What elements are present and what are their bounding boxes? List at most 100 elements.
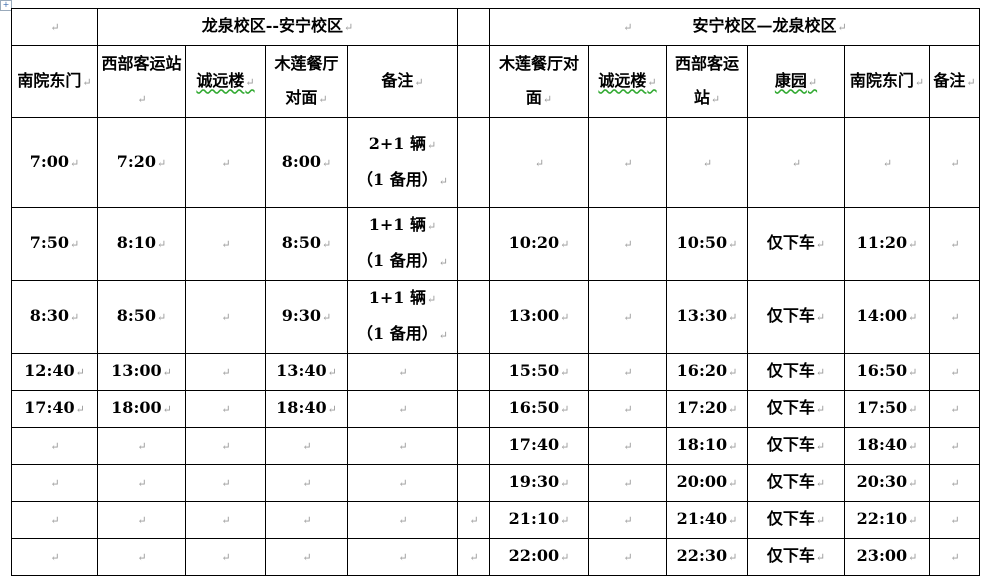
cell-left-0[interactable]: [11, 501, 98, 539]
header-right-3[interactable]: 康园: [747, 45, 845, 118]
cell-left-3[interactable]: [265, 427, 348, 465]
cell-left-4[interactable]: 1+1 辆（1 备用）: [347, 207, 458, 281]
cell-right-3[interactable]: 仅下车: [747, 538, 845, 576]
gap-cell[interactable]: [457, 45, 490, 118]
cell-right-3[interactable]: 仅下车: [747, 353, 845, 391]
cell-left-3[interactable]: [265, 538, 348, 576]
cell-right-4[interactable]: 22:10: [844, 501, 930, 539]
header-left-2[interactable]: 诚远楼: [185, 45, 266, 118]
cell-left-4[interactable]: [347, 501, 458, 539]
cell-left-4[interactable]: [347, 390, 458, 428]
cell-left-0[interactable]: [11, 464, 98, 502]
cell-left-1[interactable]: 8:10: [97, 207, 186, 281]
header-right-4[interactable]: 南院东门: [844, 45, 930, 118]
cell-left-4[interactable]: [347, 464, 458, 502]
cell-right-5[interactable]: [929, 501, 980, 539]
cell-left-0[interactable]: [11, 427, 98, 465]
cell-right-3[interactable]: 仅下车: [747, 427, 845, 465]
cell-right-4[interactable]: 18:40: [844, 427, 930, 465]
title-left[interactable]: 龙泉校区--安宁校区: [97, 8, 458, 46]
cell-right-5[interactable]: [929, 207, 980, 281]
cell-right-2[interactable]: [666, 117, 748, 208]
cell-left-2[interactable]: [185, 280, 266, 354]
cell-right-0[interactable]: 22:00: [489, 538, 589, 576]
gap-cell[interactable]: [457, 8, 490, 46]
cell-right-2[interactable]: 20:00: [666, 464, 748, 502]
cell-right-1[interactable]: [588, 501, 667, 539]
cell-right-2[interactable]: 10:50: [666, 207, 748, 281]
cell-right-0[interactable]: 10:20: [489, 207, 589, 281]
cell-right-3[interactable]: 仅下车: [747, 501, 845, 539]
cell-right-4[interactable]: 16:50: [844, 353, 930, 391]
gap-cell[interactable]: [457, 538, 490, 576]
cell-left-0[interactable]: 7:00: [11, 117, 98, 208]
cell-right-5[interactable]: [929, 427, 980, 465]
cell-left-0[interactable]: 7:50: [11, 207, 98, 281]
cell-left-1[interactable]: 18:00: [97, 390, 186, 428]
cell-right-2[interactable]: 18:10: [666, 427, 748, 465]
cell-right-3[interactable]: 仅下车: [747, 390, 845, 428]
cell-left-3[interactable]: 8:00: [265, 117, 348, 208]
cell-right-0[interactable]: 16:50: [489, 390, 589, 428]
cell-left-3[interactable]: 13:40: [265, 353, 348, 391]
cell-left-2[interactable]: [185, 464, 266, 502]
cell-left-3[interactable]: 9:30: [265, 280, 348, 354]
cell-left-4[interactable]: [347, 353, 458, 391]
cell-left-0[interactable]: [11, 538, 98, 576]
cell-right-4[interactable]: 17:50: [844, 390, 930, 428]
cell-left-4[interactable]: [347, 538, 458, 576]
cell-left-4[interactable]: [347, 427, 458, 465]
cell-right-0[interactable]: 19:30: [489, 464, 589, 502]
cell-left-4[interactable]: 2+1 辆（1 备用）: [347, 117, 458, 208]
cell-left-1[interactable]: [97, 501, 186, 539]
gap-cell[interactable]: [457, 464, 490, 502]
cell-right-5[interactable]: [929, 117, 980, 208]
cell-right-0[interactable]: 15:50: [489, 353, 589, 391]
cell-right-1[interactable]: [588, 464, 667, 502]
cell-left-1[interactable]: [97, 538, 186, 576]
cell-right-5[interactable]: [929, 390, 980, 428]
cell-left-3[interactable]: 18:40: [265, 390, 348, 428]
cell-right-4[interactable]: 23:00: [844, 538, 930, 576]
cell-right-4[interactable]: [844, 117, 930, 208]
cell-right-3[interactable]: 仅下车: [747, 464, 845, 502]
cell-right-1[interactable]: [588, 117, 667, 208]
cell-left-1[interactable]: [97, 427, 186, 465]
gap-cell[interactable]: [457, 353, 490, 391]
cell-right-0[interactable]: 21:10: [489, 501, 589, 539]
cell-right-4[interactable]: 14:00: [844, 280, 930, 354]
cell-right-0[interactable]: 13:00: [489, 280, 589, 354]
cell-right-2[interactable]: 17:20: [666, 390, 748, 428]
header-left-3[interactable]: 木莲餐厅对面: [265, 45, 348, 118]
header-right-5[interactable]: 备注: [929, 45, 980, 118]
header-right-2[interactable]: 西部客运站: [666, 45, 748, 118]
cell-right-3[interactable]: 仅下车: [747, 207, 845, 281]
cell-left-2[interactable]: [185, 390, 266, 428]
cell-right-1[interactable]: [588, 207, 667, 281]
cell-right-1[interactable]: [588, 353, 667, 391]
cell-right-5[interactable]: [929, 353, 980, 391]
title-right[interactable]: 安宁校区—龙泉校区: [489, 8, 980, 46]
cell-right-1[interactable]: [588, 390, 667, 428]
header-left-0[interactable]: 南院东门: [11, 45, 98, 118]
cell-right-3[interactable]: 仅下车: [747, 280, 845, 354]
cell-left-1[interactable]: 8:50: [97, 280, 186, 354]
cell-left-2[interactable]: [185, 207, 266, 281]
cell-left-3[interactable]: 8:50: [265, 207, 348, 281]
cell-left-3[interactable]: [265, 501, 348, 539]
gap-cell[interactable]: [457, 390, 490, 428]
cell-right-2[interactable]: 21:40: [666, 501, 748, 539]
cell-right-2[interactable]: 13:30: [666, 280, 748, 354]
cell-left-1[interactable]: [97, 464, 186, 502]
cell-left-0[interactable]: 17:40: [11, 390, 98, 428]
header-right-1[interactable]: 诚远楼: [588, 45, 667, 118]
header-left-1[interactable]: 西部客运站: [97, 45, 186, 118]
gap-cell[interactable]: [457, 117, 490, 208]
cell-right-4[interactable]: 11:20: [844, 207, 930, 281]
cell-left-2[interactable]: [185, 501, 266, 539]
header-left-4[interactable]: 备注: [347, 45, 458, 118]
cell-right-5[interactable]: [929, 280, 980, 354]
cell-right-1[interactable]: [588, 538, 667, 576]
cell-left-2[interactable]: [185, 353, 266, 391]
cell-left-2[interactable]: [185, 427, 266, 465]
